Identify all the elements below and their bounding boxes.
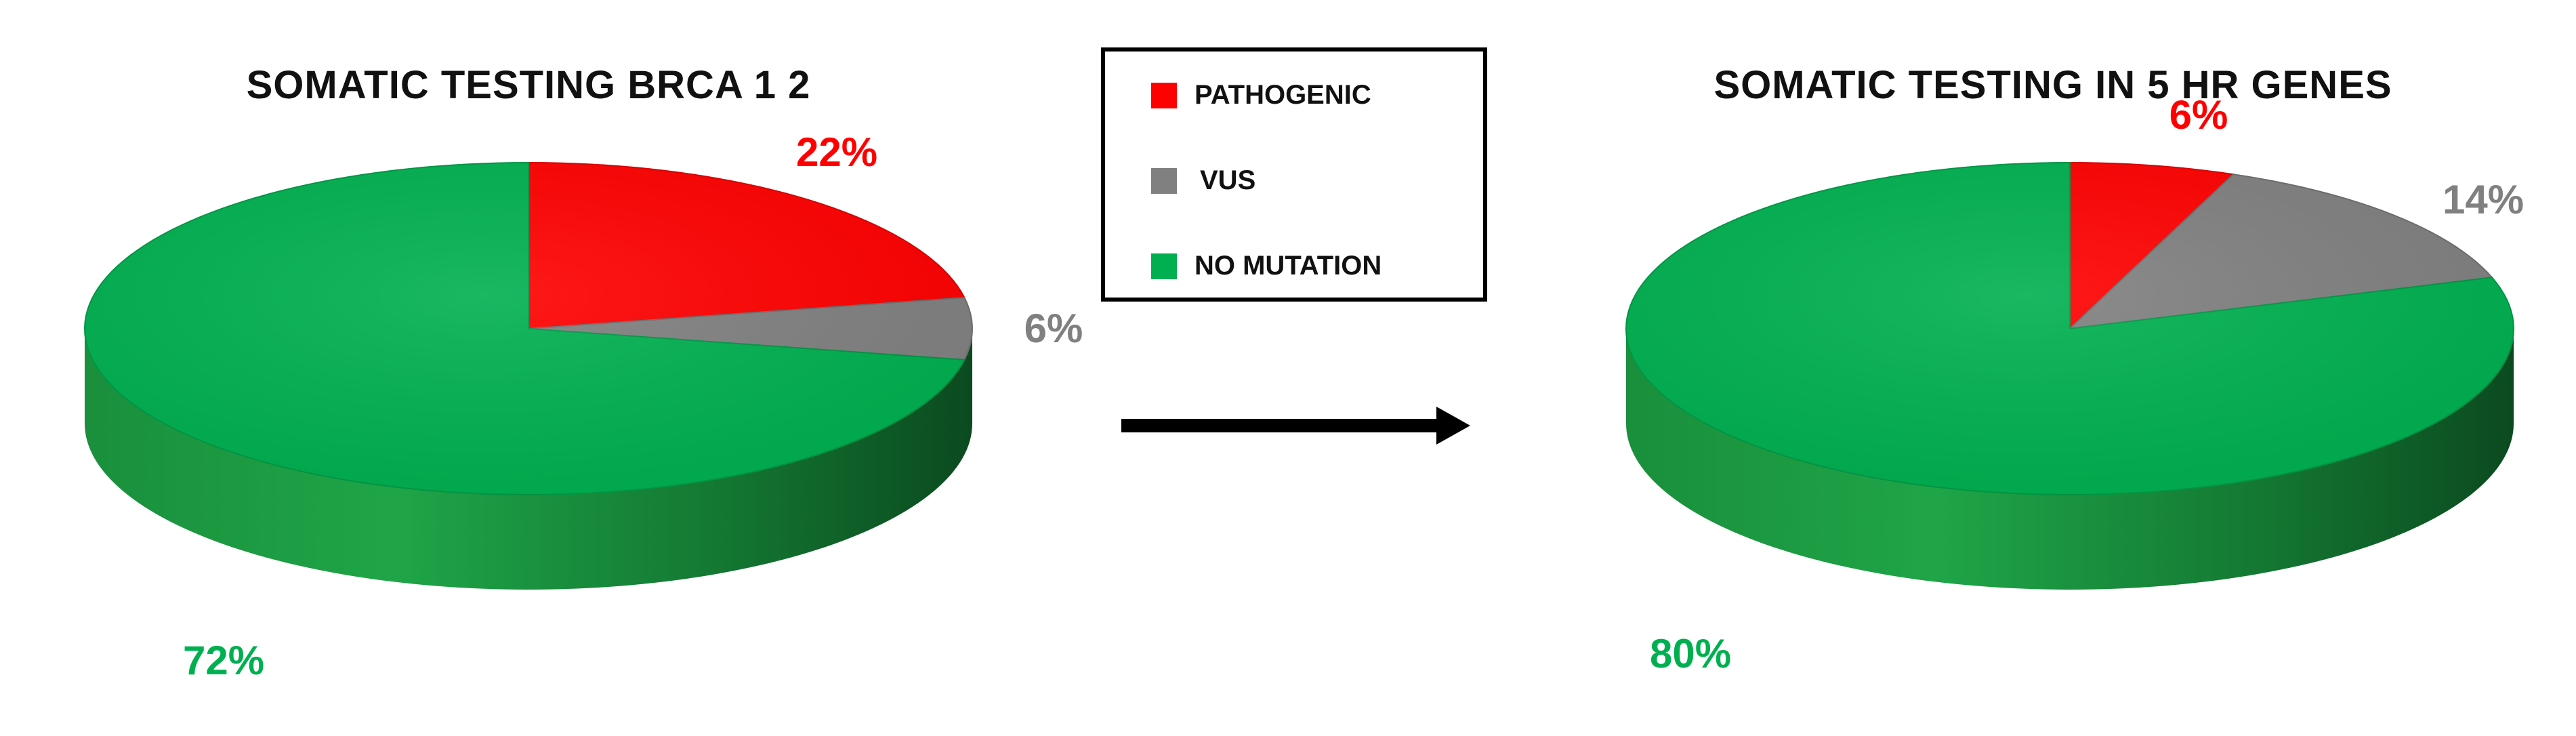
pie-top-shade-left [85,163,972,495]
arrow-head [1436,407,1470,445]
legend-swatch-vus [1151,167,1177,194]
arrow [1121,407,1470,445]
pie-label-left-vus: 6% [1024,306,1083,351]
chart-title-left: SOMATIC TESTING BRCA 1 2 [246,63,811,107]
pie-label-right-no-mutation: 80% [1650,631,1731,676]
legend-item-no-mutation: NO MUTATION [1151,251,1382,281]
pie-top-shade-right [1626,163,2514,495]
legend-swatch-pathogenic [1151,82,1177,108]
pie-label-left-no-mutation: 72% [183,638,264,683]
legend-label-vus: VUS [1200,165,1256,195]
pie-side-left [85,329,972,590]
legend-label-no-mutation: NO MUTATION [1194,251,1382,281]
chart-title-right: SOMATIC TESTING IN 5 HR GENES [1713,63,2392,107]
legend-item-pathogenic: PATHOGENIC [1151,80,1371,110]
legend-swatch-no-mutation [1151,253,1177,279]
pie-chart-right: 6% 14% 80% [1625,92,2524,676]
legend-item-vus: VUS [1151,165,1255,196]
pie-label-right-pathogenic: 6% [2169,92,2228,138]
pie-label-right-vus: 14% [2443,177,2524,222]
pie-side-right [1626,329,2514,590]
pie-label-left-pathogenic: 22% [796,129,877,175]
pie-chart-left: 22% 6% 72% [84,129,1083,683]
legend: PATHOGENIC VUS NO MUTATION [1101,47,1487,302]
legend-label-pathogenic: PATHOGENIC [1194,80,1371,110]
